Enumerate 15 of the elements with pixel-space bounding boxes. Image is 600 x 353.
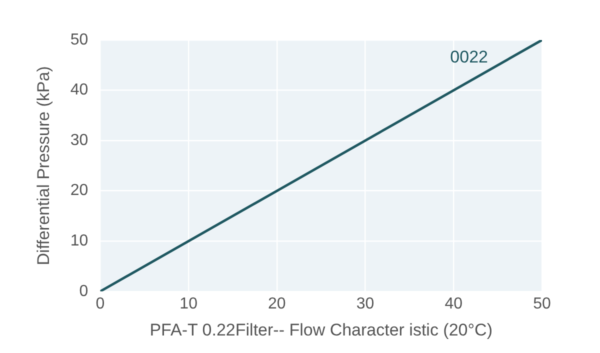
y-tick-label: 50 [70,31,88,48]
y-tick-label: 10 [70,232,88,250]
y-tick-label: 40 [70,82,88,99]
x-tick-label: 20 [268,295,286,312]
x-tick-label: 40 [444,295,463,312]
x-tick-label: 30 [356,295,374,312]
series-label: 0022 [450,48,488,67]
y-tick-label: 0 [79,282,88,300]
y-tick-label: 30 [70,132,88,149]
y-axis-title: Differential Pressure (kPa) [34,66,53,266]
x-axis-title: PFA-T 0.22Filter-- Flow Character istic (20°C) [150,320,492,340]
y-tick-label: 20 [70,182,88,200]
x-tick-label: 10 [180,295,198,312]
x-tick-label: 0 [96,295,105,312]
x-tick-label: 50 [533,295,551,312]
